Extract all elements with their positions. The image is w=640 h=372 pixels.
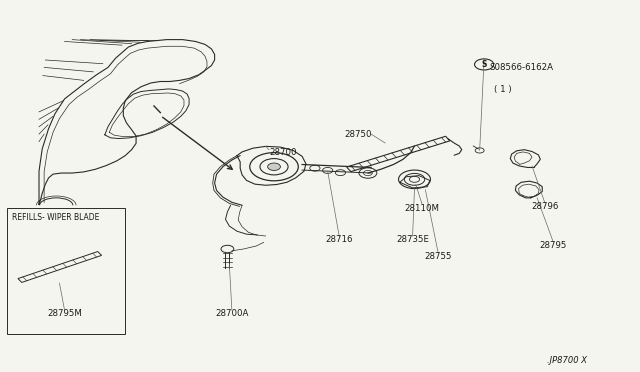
Text: REFILLS- WIPER BLADE: REFILLS- WIPER BLADE: [12, 213, 100, 222]
Text: 28700A: 28700A: [215, 310, 248, 318]
Text: 28750: 28750: [344, 129, 372, 139]
Text: .JP8700 X: .JP8700 X: [547, 356, 587, 365]
Text: 28110M: 28110M: [404, 204, 440, 213]
Text: S: S: [481, 60, 487, 69]
Text: 28716: 28716: [325, 235, 353, 244]
Text: 28735E: 28735E: [396, 235, 429, 244]
Bar: [7, 208, 125, 334]
Text: S08566-6162A: S08566-6162A: [489, 63, 553, 72]
Text: 28796: 28796: [531, 202, 559, 211]
Text: 28755: 28755: [424, 252, 452, 261]
Circle shape: [268, 163, 280, 170]
Text: ( 1 ): ( 1 ): [493, 85, 511, 94]
Text: 28795: 28795: [540, 241, 567, 250]
Text: 28700: 28700: [269, 148, 296, 157]
Text: 28795M: 28795M: [47, 310, 82, 318]
